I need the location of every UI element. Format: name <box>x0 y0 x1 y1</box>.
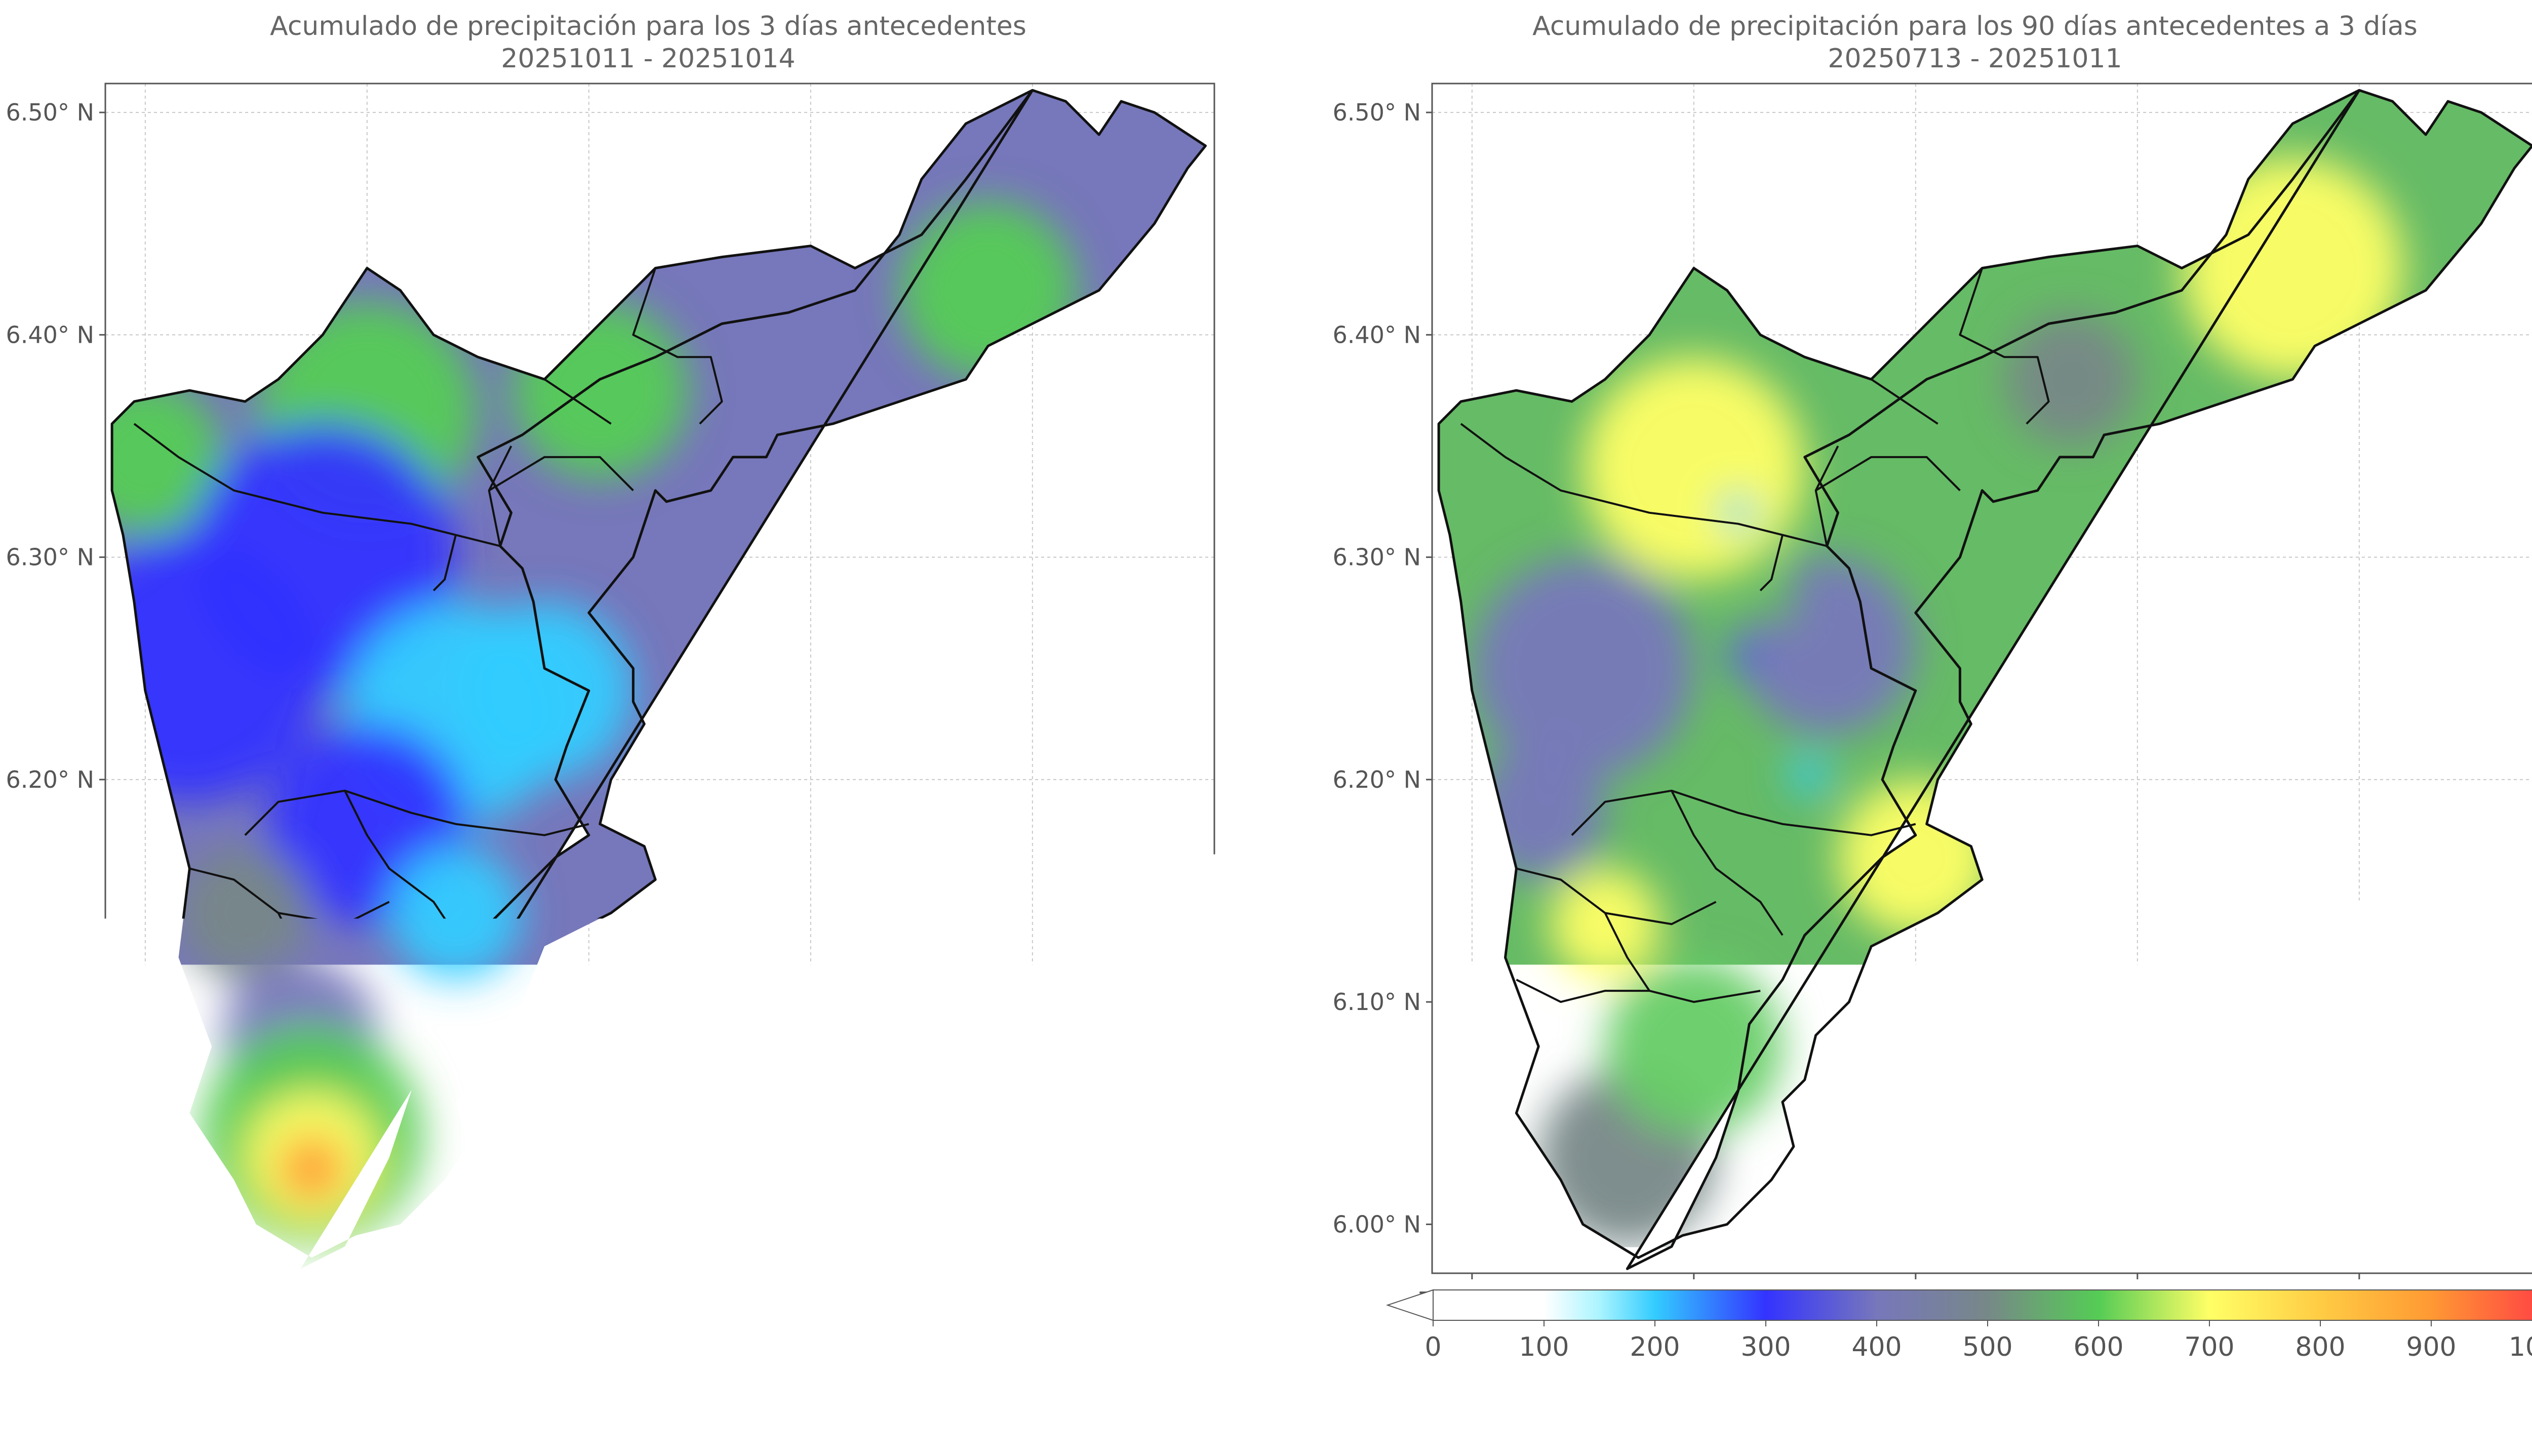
precip-blob <box>1729 644 1756 671</box>
lat-tick-label: 6.10° N <box>6 988 94 1016</box>
precip-blob <box>279 1136 345 1202</box>
map-panel-right: Acumulado de precipitación para los 90 d… <box>1367 0 2532 1456</box>
precip-blob <box>2004 312 2138 446</box>
map-canvas-right: 6.50° N6.40° N6.30° N6.20° N6.10° N6.00°… <box>1367 0 2532 1456</box>
lat-tick-label: 6.40° N <box>6 321 94 348</box>
colorbar-tick-label: 60 <box>755 1332 788 1362</box>
lat-tick-label: 6.20° N <box>6 766 94 793</box>
map-panel-left: Acumulado de precipitación para los 3 dí… <box>41 0 1256 1456</box>
colorbar-extend-min <box>1388 1290 1433 1320</box>
colorbar-tick-label: 30 <box>422 1332 456 1362</box>
lat-tick-label: 6.10° N <box>1333 988 1421 1016</box>
lat-tick-label: 6.00° N <box>1333 1210 1421 1238</box>
colorbar-tick-label: 35 <box>478 1332 511 1362</box>
precip-blob <box>1605 957 1783 1135</box>
lat-tick-label: 6.20° N <box>1333 766 1421 793</box>
colorbar-label-right: Acumulado Precipitación [mm] <box>1367 1387 2532 1427</box>
colorbar-tick-label: 20 <box>311 1332 345 1362</box>
colorbar-tick-label: 1 <box>109 1332 126 1362</box>
colorbar-tick-label: 1000 <box>2509 1332 2532 1362</box>
colorbar-tick-label: 80 <box>977 1332 1010 1362</box>
precip-blob <box>1738 557 1915 735</box>
precip-blob <box>1472 557 1694 780</box>
colorbar-tick-label: 800 <box>2295 1332 2345 1362</box>
colorbar-tick-label: 5 <box>153 1332 170 1362</box>
precip-blob <box>1789 755 1829 795</box>
precip-blob <box>57 535 323 802</box>
colorbar-tick-label: 100 <box>1190 1332 1240 1362</box>
colorbar-tick-label: 50 <box>644 1332 678 1362</box>
precip-blob <box>1720 495 1756 531</box>
precip-blob <box>389 846 523 980</box>
colorbar-tick-label: 40 <box>533 1332 567 1362</box>
colorbar-tick-label: 700 <box>2184 1332 2234 1362</box>
lat-tick-label: 6.50° N <box>1333 99 1421 126</box>
precip-blob <box>456 601 633 779</box>
lat-tick-label: 6.40° N <box>1333 321 1421 348</box>
colorbar-label-left: Acumulado Precipitación [mm] <box>41 1387 1256 1427</box>
lat-tick-label: 6.30° N <box>6 544 94 571</box>
colorbar <box>1433 1290 2532 1320</box>
colorbar-extend-min <box>61 1290 106 1320</box>
colorbar-tick-label: 25 <box>367 1332 400 1362</box>
colorbar-tick-label: 15 <box>256 1332 289 1362</box>
colorbar-tick-label: 200 <box>1630 1332 1680 1362</box>
colorbar-tick-label: 0 <box>1425 1332 1441 1362</box>
colorbar-tick-label: 300 <box>1740 1332 1791 1362</box>
colorbar-tick-label: 600 <box>2073 1332 2123 1362</box>
colorbar-tick-label: 100 <box>1519 1332 1569 1362</box>
colorbar-tick-label: 10 <box>201 1332 234 1362</box>
lat-tick-label: 6.00° N <box>6 1210 94 1238</box>
lat-tick-label: 6.50° N <box>6 99 94 126</box>
map-canvas-left: 6.50° N6.40° N6.30° N6.20° N6.10° N6.00°… <box>41 0 1256 1456</box>
precip-blob <box>1583 357 1805 579</box>
colorbar <box>106 1290 1215 1320</box>
colorbar-extend-max <box>1215 1290 1261 1320</box>
lat-tick-label: 6.30° N <box>1333 544 1421 571</box>
colorbar-tick-label: 500 <box>1962 1332 2012 1362</box>
precip-blob <box>1550 869 1660 980</box>
colorbar-tick-label: 400 <box>1851 1332 1902 1362</box>
colorbar-tick-label: 900 <box>2406 1332 2456 1362</box>
